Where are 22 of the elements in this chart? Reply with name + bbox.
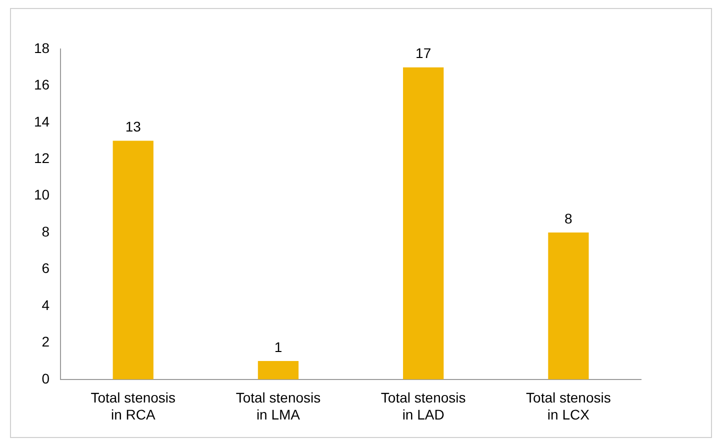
x-tick-label: Total stenosis in LMA — [236, 390, 321, 422]
x-tick-label: Total stenosis in LCX — [526, 390, 611, 422]
y-tick-label: 6 — [42, 260, 50, 276]
y-tick-label: 2 — [42, 334, 50, 350]
y-tick-label: 14 — [34, 113, 50, 130]
data-label: 13 — [125, 118, 142, 135]
y-tick-label: 18 — [34, 40, 50, 56]
y-tick-label: 12 — [34, 150, 50, 166]
y-tick-label: 4 — [42, 296, 50, 313]
bar — [258, 361, 299, 380]
y-tick-label: 10 — [34, 186, 50, 203]
bar — [403, 67, 444, 380]
y-tick-label: 0 — [42, 370, 50, 386]
y-tick-label: 8 — [42, 223, 50, 240]
data-label: 17 — [416, 45, 432, 62]
bar — [112, 140, 154, 380]
bar — [548, 232, 589, 380]
y-tick-label: 16 — [34, 76, 50, 93]
data-label: 1 — [274, 338, 282, 355]
x-tick-label: Total stenosis in RCA — [90, 390, 176, 422]
data-label: 8 — [564, 210, 573, 226]
x-tick-label: Total stenosis in LAD — [380, 390, 466, 422]
